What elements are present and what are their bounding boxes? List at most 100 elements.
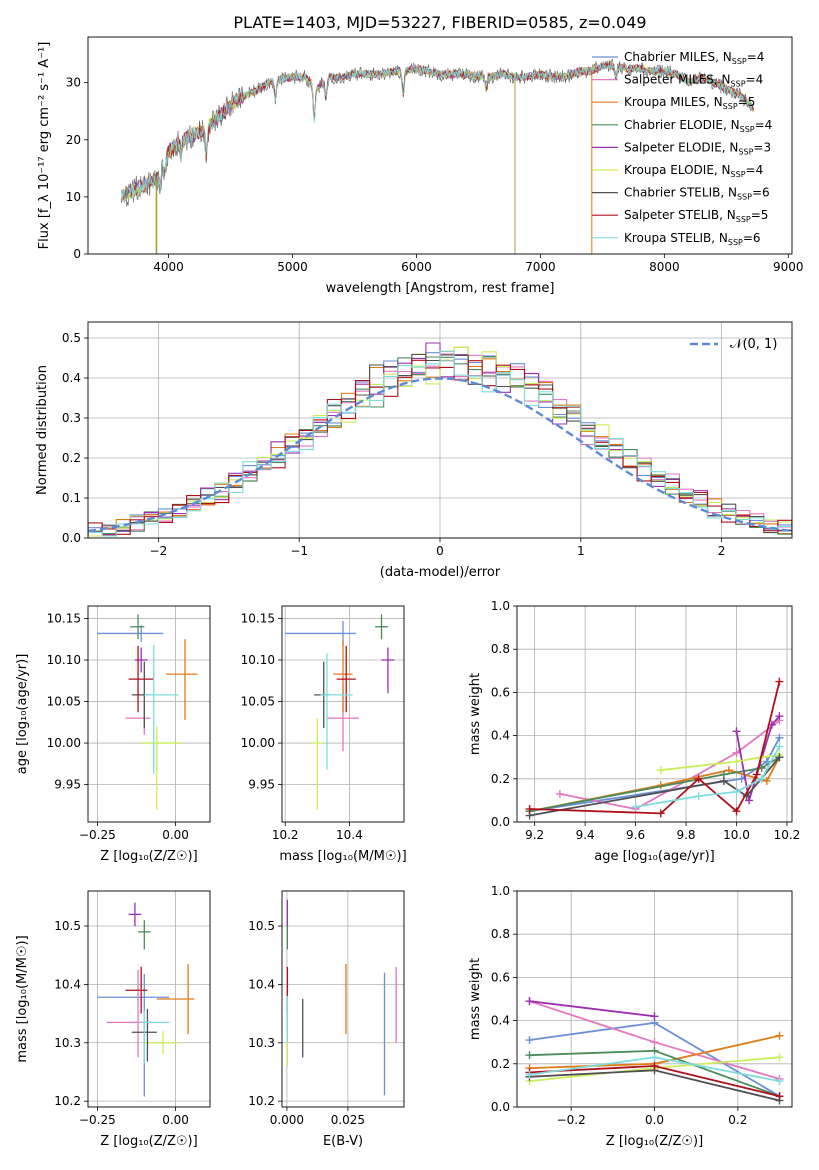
weight-marker <box>762 776 771 785</box>
weight-marker <box>555 789 564 798</box>
y-tick-label: 0.0 <box>491 1100 510 1114</box>
histogram-series <box>88 359 792 536</box>
y-tick-label: 10 <box>66 190 81 204</box>
y-tick-label: 0.2 <box>491 772 510 786</box>
axes-frame <box>87 36 793 255</box>
y-tick-label: 10.15 <box>47 611 81 625</box>
axes-frame <box>516 605 793 823</box>
plot-area <box>525 677 784 820</box>
y-tick-label: 0.1 <box>62 491 81 505</box>
x-tick-label: 10.4 <box>336 828 363 842</box>
panel-mass_vs_ebv: 0.000 0.025 10.2 10.3 10.4 10.5 E(B-V) <box>248 890 405 1149</box>
y-tick-label: 0.4 <box>62 371 81 385</box>
spectrum-legend: Chabrier MILES, NSSP=4 Salpeter MILES, NS… <box>592 50 772 247</box>
weight-marker <box>745 796 754 805</box>
y-tick-label: 10.5 <box>248 919 275 933</box>
x-tick-label: 4000 <box>153 260 184 274</box>
weight-marker <box>775 712 784 721</box>
y-tick-label: 10.05 <box>241 695 275 709</box>
weight-marker <box>656 809 665 818</box>
weight-marker <box>650 1053 659 1062</box>
x-tick-label: 9000 <box>773 260 804 274</box>
x-tick-label: 8000 <box>649 260 680 274</box>
legend-label: Chabrier MILES, NSSP=4 <box>624 50 764 66</box>
x-tick-label: 0.2 <box>728 1113 747 1127</box>
plot-area <box>97 902 195 1097</box>
y-tick-label: 0.8 <box>491 927 510 941</box>
y-tick-label: 0.4 <box>491 1014 510 1028</box>
y-tick-label: 0.3 <box>62 411 81 425</box>
y-tick-label: 0.2 <box>62 451 81 465</box>
axes-frame <box>87 605 211 823</box>
errorbar-point <box>128 902 142 927</box>
x-axis-label: (data-model)/error <box>380 565 501 580</box>
x-tick-label: −0.25 <box>79 1113 116 1127</box>
panel-age_vs_mass: 10.2 10.4 9.95 10.00 10.05 10.10 10.15 mass [lo… <box>241 605 407 864</box>
errorbar-point <box>97 625 164 642</box>
x-tick-label: 10.2 <box>774 828 801 842</box>
errorbar-point <box>333 640 353 712</box>
x-tick-label: −2 <box>150 544 168 558</box>
normal-curve <box>88 377 790 533</box>
errorbar-point <box>144 1031 179 1055</box>
y-axis-label: Flux [f_λ 10⁻¹⁷ erg cm⁻² s⁻¹ A⁻¹] <box>37 42 52 250</box>
x-tick-label: 0.00 <box>162 828 189 842</box>
y-tick-label: 10.05 <box>47 695 81 709</box>
weight-series <box>529 1000 655 1018</box>
errorbar-point <box>125 966 148 1014</box>
y-tick-label: 9.95 <box>248 778 275 792</box>
y-tick-label: 1.0 <box>491 599 510 613</box>
weight-marker <box>525 997 534 1006</box>
weight-marker <box>525 1051 534 1060</box>
y-tick-label: 30 <box>66 76 81 90</box>
weight-marker <box>775 1092 784 1101</box>
plot-area <box>286 899 397 1096</box>
panel-residuals: −2 −1 0 1 2 0.0 0.1 0.2 0.3 0.4 0.5 (data-model)/er… <box>35 321 793 580</box>
weight-marker <box>732 748 741 757</box>
y-tick-label: 0.0 <box>62 531 81 545</box>
legend-label: Salpeter ELODIE, NSSP=3 <box>624 140 771 156</box>
legend-label: Chabrier ELODIE, NSSP=4 <box>624 118 772 134</box>
errorbar-point <box>375 614 388 640</box>
x-tick-label: 0.000 <box>270 1113 304 1127</box>
y-tick-label: 0.8 <box>491 642 510 656</box>
y-tick-label: 10.3 <box>54 1036 81 1050</box>
y-tick-label: 10.2 <box>248 1094 275 1108</box>
y-tick-label: 0.2 <box>491 1057 510 1071</box>
weight-series <box>660 754 780 772</box>
residuals-legend: 𝒩(0, 1) <box>690 337 777 352</box>
x-tick-label: 9.4 <box>576 828 595 842</box>
errorbar-point <box>141 726 182 810</box>
errorbar-point <box>130 614 145 640</box>
weight-marker <box>775 1053 784 1062</box>
x-tick-label: 0.0 <box>645 1113 664 1127</box>
weight-marker <box>525 1070 534 1079</box>
weight-marker <box>719 776 728 785</box>
x-tick-label: 9.2 <box>525 828 544 842</box>
legend-label: Kroupa MILES, NSSP=5 <box>624 95 755 111</box>
y-tick-label: 10.4 <box>54 977 81 991</box>
plot-area <box>525 997 784 1105</box>
panel-age_vs_z: −0.25 0.00 9.95 10.00 10.05 10.10 10.15 Z [log₁… <box>15 605 211 864</box>
y-tick-label: 10.2 <box>54 1094 81 1108</box>
y-tick-label: 10.3 <box>248 1036 275 1050</box>
y-axis-label: mass weight <box>468 958 483 1040</box>
errorbar-point <box>320 653 353 770</box>
y-tick-label: 0.6 <box>491 970 510 984</box>
x-tick-label: 5000 <box>277 260 308 274</box>
axes-frame <box>87 890 211 1108</box>
weight-marker <box>650 1012 659 1021</box>
x-tick-label: 1 <box>577 544 585 558</box>
y-tick-label: 20 <box>66 133 81 147</box>
y-tick-label: 0 <box>73 247 81 261</box>
weight-marker <box>775 742 784 751</box>
plot-area <box>285 614 395 810</box>
weight-series <box>529 681 781 815</box>
errorbar-point <box>166 639 198 720</box>
x-axis-label: age [log₁₀(age/yr)] <box>594 849 715 864</box>
y-tick-label: 9.95 <box>54 778 81 792</box>
plot-area <box>97 614 198 810</box>
y-axis-label: mass weight <box>468 673 483 755</box>
weight-marker <box>732 787 741 796</box>
